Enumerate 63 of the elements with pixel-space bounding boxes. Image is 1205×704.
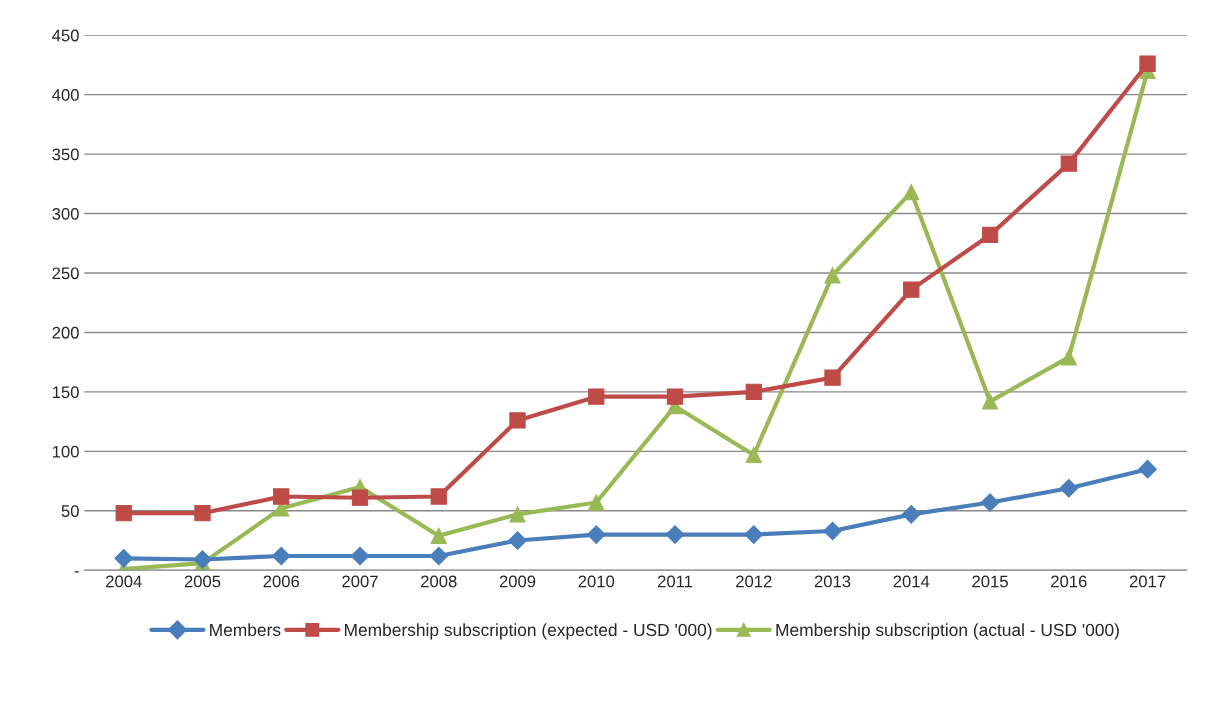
point [430, 527, 447, 544]
y-tick-label: 250 [52, 267, 79, 280]
point [115, 505, 132, 522]
point [903, 183, 920, 201]
point [744, 525, 764, 544]
x-tick-label: 2017 [1129, 575, 1166, 588]
x-tick-label: 2007 [342, 575, 378, 588]
y-tick-label: 100 [52, 445, 79, 458]
point [981, 393, 999, 410]
point [745, 446, 762, 464]
point [745, 383, 762, 401]
legend-label: Membership subscription (expected - USD '000) [344, 623, 712, 640]
y-tick-label: 50 [61, 505, 79, 517]
x-tick-label: 2011 [657, 575, 693, 588]
point [509, 412, 526, 429]
x-tick-label: 2014 [893, 575, 930, 588]
point [508, 531, 527, 550]
point [823, 521, 842, 541]
point [665, 525, 685, 544]
y-tick-label: 150 [52, 386, 79, 399]
point [903, 281, 920, 298]
point [1139, 55, 1156, 72]
x-tick-label: 2005 [184, 575, 221, 588]
point [429, 546, 449, 566]
point [824, 369, 841, 386]
point [351, 489, 369, 506]
point [981, 226, 999, 244]
point [1138, 459, 1157, 479]
point [586, 525, 606, 544]
y-tick-label: - [74, 571, 79, 573]
point [350, 546, 370, 566]
point [114, 548, 134, 568]
point [588, 388, 605, 405]
legend-label: Membership subscription (actual - USD '000) [776, 623, 1119, 640]
point [1060, 155, 1077, 172]
point [193, 550, 212, 569]
x-tick-label: 2015 [972, 575, 1008, 588]
point [430, 488, 447, 505]
x-tick-label: 2013 [814, 575, 851, 588]
point [194, 505, 211, 522]
point [824, 267, 841, 284]
y-tick-label: 200 [52, 326, 79, 339]
legend-label: Members [210, 623, 281, 637]
x-tick-label: 2016 [1051, 575, 1087, 588]
x-tick-label: 2009 [499, 575, 536, 588]
point [273, 488, 290, 505]
x-tick-label: 2004 [106, 575, 142, 588]
point [1059, 478, 1079, 498]
y-tick-label: 400 [52, 89, 79, 101]
y-tick-label: 450 [52, 29, 79, 42]
y-tick-label: 300 [52, 207, 79, 220]
point [509, 506, 526, 523]
point [271, 546, 291, 566]
x-tick-label: 2010 [578, 575, 615, 588]
point [1060, 349, 1077, 366]
point [666, 388, 684, 405]
point [588, 494, 605, 511]
x-tick-label: 2006 [263, 575, 300, 588]
point [901, 505, 921, 524]
y-tick-label: 350 [52, 148, 79, 161]
x-tick-label: 2012 [736, 575, 772, 588]
x-tick-label: 2008 [421, 575, 457, 588]
point [980, 493, 1000, 512]
